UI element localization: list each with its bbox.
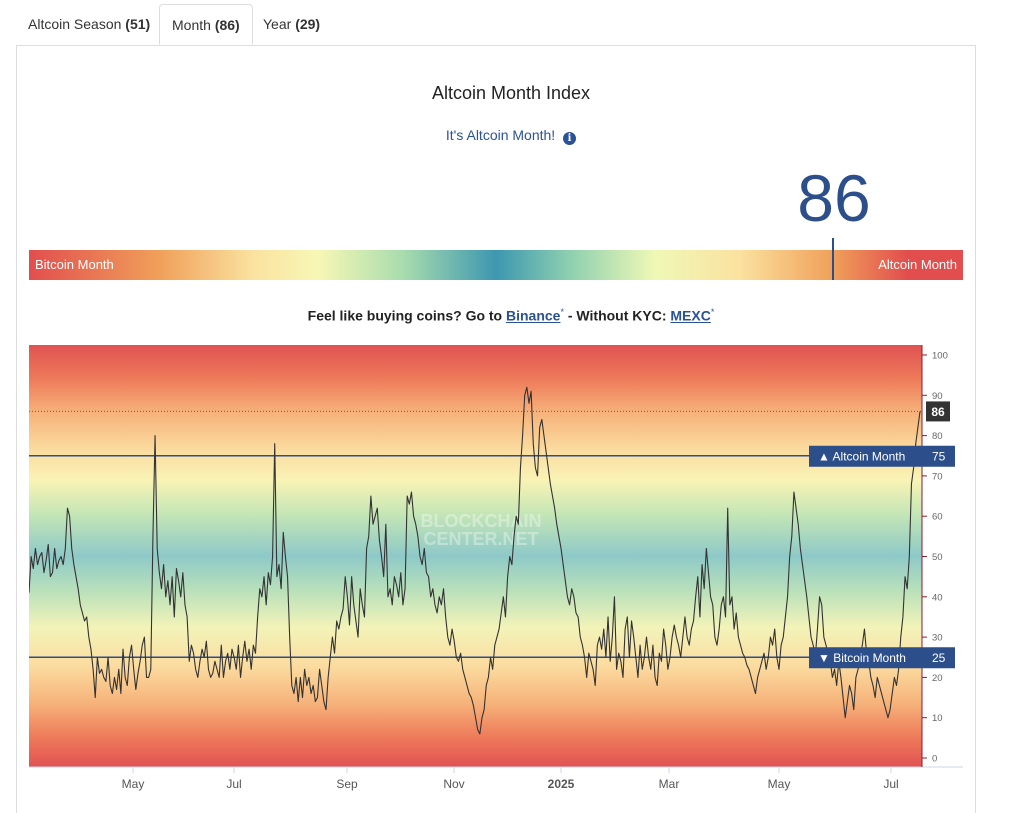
tab-label: Month	[172, 17, 211, 33]
reference-label-value: 25	[932, 651, 946, 665]
tab-label: Altcoin Season	[28, 16, 122, 32]
reference-label-value: 75	[932, 449, 946, 463]
y-tick-label: 0	[932, 754, 937, 765]
y-tick-label: 90	[932, 391, 943, 402]
tab-label: Year	[263, 16, 292, 32]
buyline-mid: - Without KYC:	[563, 307, 671, 324]
tab-count: (86)	[214, 17, 240, 33]
tab-year[interactable]: Year (29)	[251, 4, 332, 45]
y-tick-label: 30	[932, 633, 943, 644]
current-value-label: 86	[931, 405, 945, 419]
current-value-box	[926, 401, 950, 422]
status-subtitle: It's Altcoin Month! i	[0, 127, 1022, 145]
mexc-link[interactable]: MEXC	[670, 307, 711, 324]
chart-watermark: BLOCKCHAIN CENTER.NET	[421, 511, 542, 549]
reference-label-box	[809, 647, 955, 669]
reference-label-text: ▼ Bitcoin Month	[818, 651, 906, 665]
index-chart: BLOCKCHAIN CENTER.NET 0 10 20 30 40 50 60 70 80 9…	[28, 345, 963, 800]
watermark-line-1: BLOCKCHAIN	[421, 511, 542, 531]
x-tick-label: Mar	[659, 777, 680, 791]
tab-altcoin-season[interactable]: Altcoin Season (51)	[16, 4, 162, 45]
y-tick-label: 80	[932, 431, 943, 442]
tab-count: (51)	[125, 16, 151, 32]
index-chart-svg: BLOCKCHAIN CENTER.NET 0 10 20 30 40 50 60 70 80 9…	[28, 345, 963, 791]
info-icon[interactable]: i	[563, 132, 577, 145]
page-title: Altcoin Month Index	[431, 83, 591, 103]
watermark-line-2: CENTER.NET	[423, 529, 538, 549]
index-gauge-bar: Bitcoin Month Altcoin Month	[29, 250, 963, 280]
index-series-line	[28, 386, 921, 735]
binance-star: *	[560, 307, 564, 317]
y-tick-label: 20	[932, 673, 943, 684]
x-tick-label: May	[122, 777, 145, 791]
gauge-left-label: Bitcoin Month	[35, 257, 114, 272]
y-tick-label: 60	[932, 512, 943, 523]
y-tick-label: 40	[932, 592, 943, 603]
x-tick-label: Jul	[226, 777, 241, 791]
tab-count: (29)	[295, 16, 321, 32]
gauge-value-marker	[832, 238, 834, 280]
binance-link[interactable]: Binance	[506, 307, 561, 324]
buy-coins-line: Feel like buying coins? Go to Binance* -…	[0, 307, 1022, 324]
x-tick-label: May	[768, 777, 791, 791]
x-tick-label: 2025	[548, 777, 575, 791]
mexc-star: *	[710, 307, 715, 317]
reference-label-text: ▲ Altcoin Month	[818, 449, 905, 463]
x-tick-label: Nov	[443, 777, 464, 791]
y-tick-label: 100	[932, 351, 948, 362]
x-tick-label: Sep	[336, 777, 358, 791]
y-tick-label: 70	[932, 471, 943, 482]
tab-month[interactable]: Month (86)	[159, 4, 253, 45]
y-tick-label: 10	[932, 713, 943, 724]
chart-background	[29, 345, 922, 767]
status-text: It's Altcoin Month!	[445, 127, 556, 143]
x-tick-label: Jul	[883, 777, 898, 791]
gauge-right-label: Altcoin Month	[878, 257, 957, 272]
current-index-value: 86	[797, 161, 871, 235]
buyline-prefix: Feel like buying coins? Go to	[307, 307, 506, 324]
reference-label-box	[809, 445, 955, 467]
y-tick-label: 50	[932, 552, 943, 563]
